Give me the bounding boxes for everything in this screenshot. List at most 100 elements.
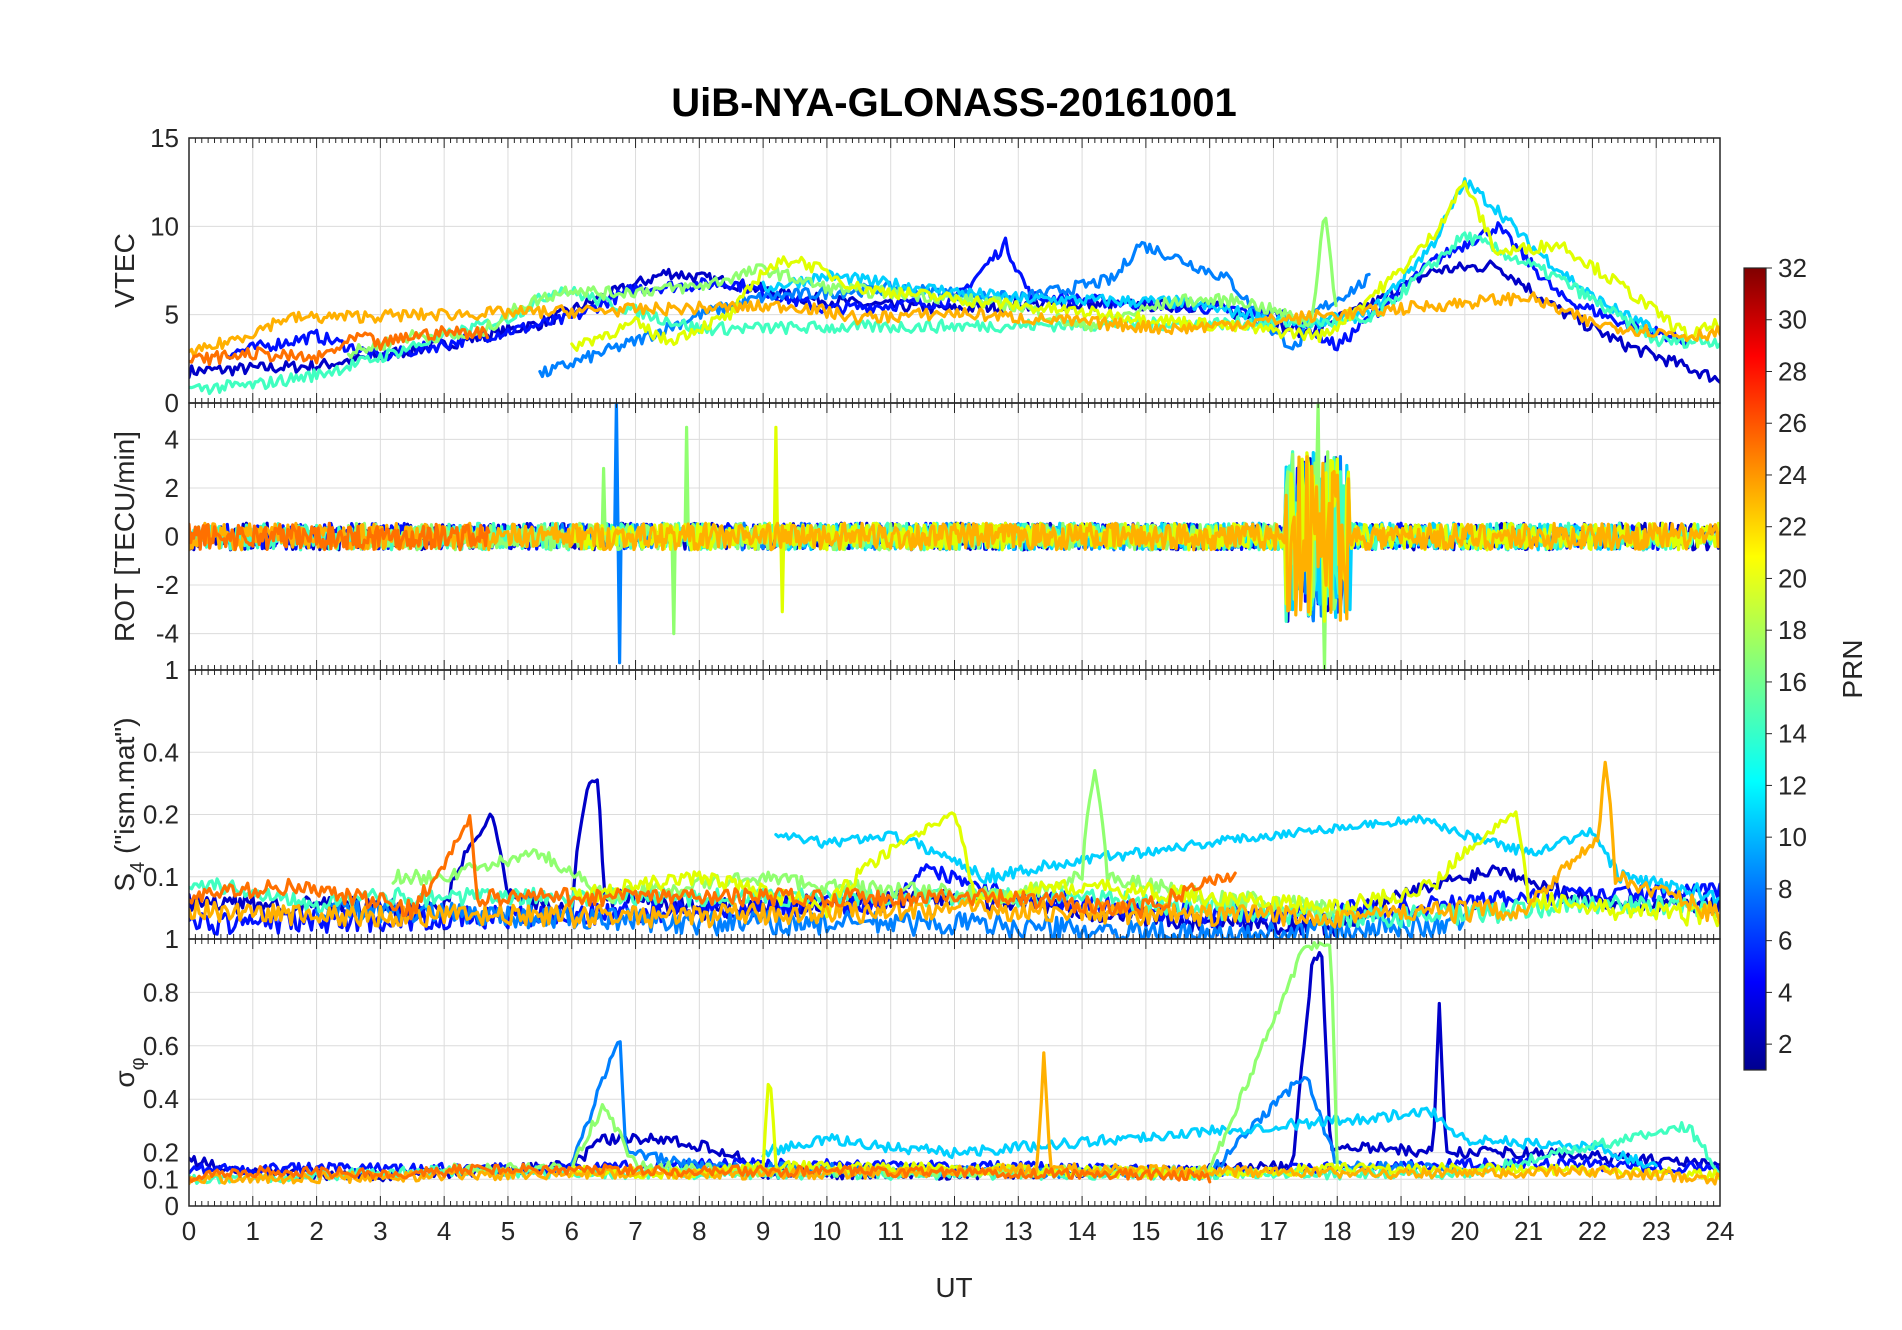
- colorbar-tick-label: 24: [1778, 460, 1807, 490]
- colorbar-gradient: [1743, 267, 1767, 1071]
- y-tick-label: 2: [165, 473, 179, 503]
- colorbar-tick-label: 12: [1778, 770, 1807, 800]
- colorbar-tick-label: 26: [1778, 408, 1807, 438]
- y-axis-label-main: σ: [109, 1070, 140, 1087]
- y-axis-label-sigma: σφ: [109, 1057, 149, 1087]
- y-tick-label: 0.1: [143, 862, 179, 892]
- colorbar-tick-label: 4: [1778, 977, 1792, 1007]
- colorbar-tick-label: 32: [1778, 253, 1807, 283]
- series-prn-11-sigma: [761, 1106, 1658, 1169]
- colorbar-tick-label: 16: [1778, 667, 1807, 697]
- series-prn-24-sigma: [189, 1162, 1212, 1184]
- series-group-sigma: [189, 941, 1720, 1186]
- x-tick-label: 20: [1450, 1216, 1479, 1246]
- x-tick-label: 4: [437, 1216, 451, 1246]
- series-prn-11-s4: [774, 814, 1720, 907]
- series-prn-22-s4: [189, 760, 1720, 929]
- series-prn-22-vtec: [189, 291, 1720, 358]
- x-tick-label: 10: [812, 1216, 841, 1246]
- y-tick-label: 0.8: [143, 977, 179, 1007]
- y-tick-label: 4: [165, 424, 179, 454]
- y-axis-label-rot: ROT [TECU/min]: [109, 431, 140, 642]
- y-tick-label: 0.4: [143, 737, 179, 767]
- y-axis-label-sub: φ: [127, 1057, 149, 1070]
- x-tick-label: 3: [373, 1216, 387, 1246]
- x-tick-label: 23: [1642, 1216, 1671, 1246]
- series-group-s4: [189, 760, 1720, 939]
- x-tick-label: 9: [756, 1216, 770, 1246]
- y-axis-label-main: S: [109, 873, 140, 892]
- colorbar-tick-label: 18: [1778, 615, 1807, 645]
- panel-s4: 0.1 0.2 0.4 1 S4 ("ism.mat"): [109, 655, 1721, 940]
- x-tick-label: 15: [1131, 1216, 1160, 1246]
- colorbar-tick-label: 6: [1778, 926, 1792, 956]
- x-tick-label: 12: [940, 1216, 969, 1246]
- panel-vtec: 0 5 10 15 VTEC: [109, 123, 1721, 418]
- x-tick-label: 8: [692, 1216, 706, 1246]
- x-tick-label: 1: [246, 1216, 260, 1246]
- series-group-vtec: [189, 177, 1720, 396]
- ticks-vtec: [188, 138, 1721, 403]
- y-tick-label: -2: [156, 570, 179, 600]
- y-axis-label-vtec: VTEC: [109, 233, 140, 308]
- x-tick-label: 14: [1068, 1216, 1097, 1246]
- y-tick-label: 5: [165, 300, 179, 330]
- colorbar-label: PRN: [1837, 639, 1868, 698]
- series-prn-24-rot: [189, 521, 491, 552]
- x-tick-label: 7: [628, 1216, 642, 1246]
- x-tick-label: 24: [1706, 1216, 1735, 1246]
- y-tick-label: 1: [165, 924, 179, 954]
- x-tick-label: 18: [1323, 1216, 1352, 1246]
- colorbar-tick-label: 30: [1778, 305, 1807, 335]
- series-prn-17-vtec: [346, 216, 1338, 359]
- series-prn-20-vtec: [570, 180, 1720, 352]
- x-axis-label: UT: [935, 1272, 972, 1303]
- grid-vtec: [188, 137, 1721, 404]
- y-tick-label: 0.2: [143, 1138, 179, 1168]
- panel-rot: -4 -2 0 2 4 ROT [TECU/min]: [109, 402, 1721, 671]
- x-tick-label: 2: [309, 1216, 323, 1246]
- x-tick-label: 21: [1514, 1216, 1543, 1246]
- series-prn-24-s4: [189, 814, 1237, 921]
- ticks-s4: [188, 670, 1721, 939]
- colorbar-tick-label: 10: [1778, 822, 1807, 852]
- series-prn-11-vtec: [761, 177, 1658, 340]
- colorbar-tick-label: 20: [1778, 563, 1807, 593]
- y-axis-label-rest: ("ism.mat"): [109, 717, 140, 861]
- x-tick-label: 13: [1004, 1216, 1033, 1246]
- colorbar-tick-label: 28: [1778, 356, 1807, 386]
- x-tick-label: 11: [877, 1216, 904, 1246]
- y-tick-label: 0.2: [143, 800, 179, 830]
- series-prn-24-vtec: [189, 325, 490, 367]
- y-tick-label: 0: [165, 388, 179, 418]
- y-tick-label: 15: [150, 123, 179, 153]
- series-prn-20-s4: [570, 810, 1720, 928]
- y-tick-label: 0.4: [143, 1084, 179, 1114]
- series-group-rot: [189, 403, 1720, 670]
- x-tick-label: 19: [1387, 1216, 1416, 1246]
- colorbar-tick-label: 2: [1778, 1029, 1792, 1059]
- y-tick-label: 0.1: [143, 1164, 179, 1194]
- x-tick-label: 6: [565, 1216, 579, 1246]
- y-axis-label-sub: 4: [127, 862, 149, 873]
- colorbar-tick-label: 14: [1778, 719, 1807, 749]
- ticks-sigma: [188, 939, 1721, 1206]
- x-tick-label: 16: [1195, 1216, 1224, 1246]
- y-tick-label: 0: [165, 1191, 179, 1221]
- x-tick-label: 22: [1578, 1216, 1607, 1246]
- y-tick-label: 0.6: [143, 1031, 179, 1061]
- y-tick-label: 1: [165, 655, 179, 685]
- y-tick-label: -4: [156, 619, 179, 649]
- x-tick-label: 17: [1259, 1216, 1288, 1246]
- y-tick-label: 10: [150, 211, 179, 241]
- colorbar-tick-label: 8: [1778, 874, 1792, 904]
- series-prn-3-vtec: [189, 259, 1720, 384]
- ticks-rot: [188, 403, 1721, 670]
- chart-title: UiB-NYA-GLONASS-20161001: [671, 81, 1236, 125]
- y-tick-label: 0: [165, 522, 179, 552]
- y-axis-label-s4: S4 ("ism.mat"): [109, 717, 149, 891]
- colorbar-tick-label: 22: [1778, 512, 1807, 542]
- x-tick-label: 0: [182, 1216, 196, 1246]
